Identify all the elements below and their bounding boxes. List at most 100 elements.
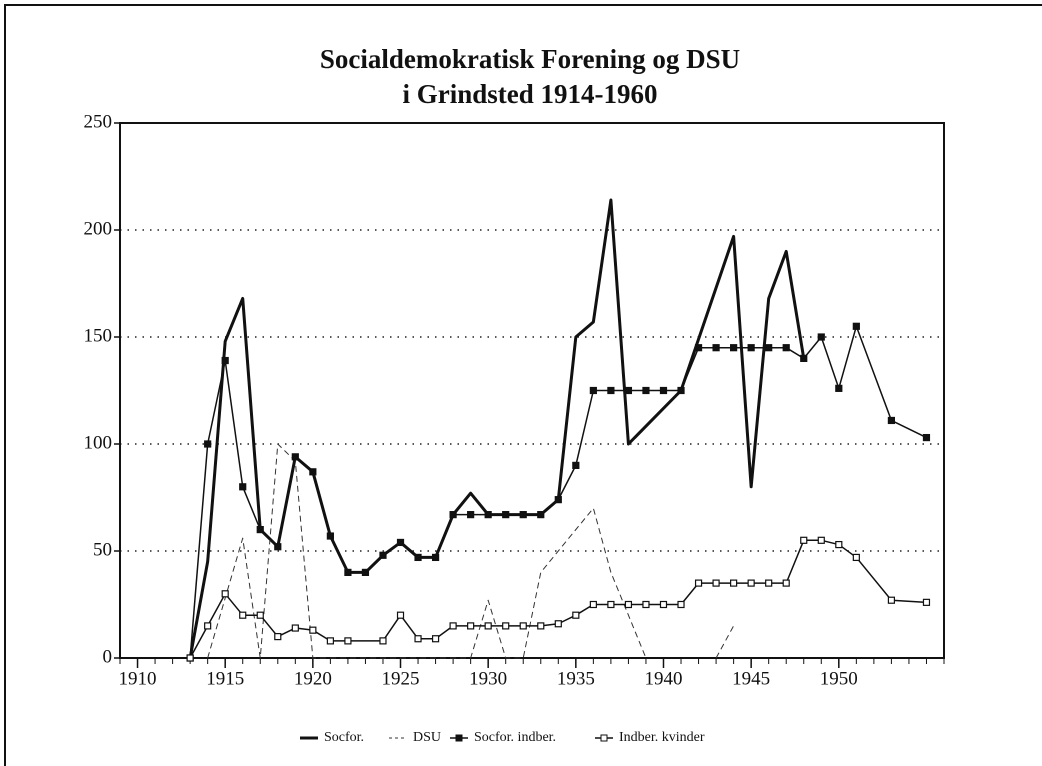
marker	[484, 511, 492, 519]
marker	[239, 483, 247, 491]
marker	[922, 433, 931, 442]
series-line	[188, 198, 806, 659]
marker	[887, 596, 896, 604]
x-tick-label: 1950	[820, 668, 858, 689]
x-tick-label: 1940	[644, 668, 682, 689]
x-tick-label: 1925	[382, 668, 420, 689]
legend-label: Socfor. indber.	[474, 730, 556, 745]
marker	[361, 568, 370, 577]
frame	[4, 4, 1042, 766]
marker	[502, 622, 510, 630]
y-tick-label: 250	[84, 111, 113, 132]
y-tick-label: 50	[93, 539, 112, 560]
marker	[291, 453, 299, 461]
marker	[291, 624, 299, 632]
marker	[519, 622, 527, 630]
marker	[712, 344, 720, 352]
marker	[344, 568, 352, 577]
legend-label: Socfor.	[324, 730, 364, 745]
marker	[239, 611, 247, 619]
marker	[624, 600, 633, 609]
y-tick-label: 150	[84, 325, 113, 346]
marker	[730, 344, 738, 352]
series-line	[207, 443, 735, 659]
marker	[852, 322, 860, 330]
marker	[659, 386, 668, 395]
marker	[694, 344, 703, 352]
marker	[607, 600, 615, 609]
marker	[589, 600, 597, 609]
marker	[396, 538, 405, 547]
marker	[484, 622, 492, 630]
marker	[922, 598, 931, 606]
marker	[624, 386, 633, 395]
marker	[747, 579, 755, 587]
marker	[414, 635, 422, 643]
marker	[677, 386, 685, 395]
marker	[554, 496, 562, 504]
marker	[204, 440, 212, 448]
marker	[782, 344, 790, 352]
plot-frame	[119, 122, 945, 659]
marker	[817, 536, 825, 544]
marker	[800, 536, 808, 544]
marker	[326, 532, 334, 540]
marker	[379, 551, 387, 559]
marker	[221, 590, 229, 598]
legend-marker	[600, 734, 608, 742]
marker	[256, 611, 264, 619]
marker	[537, 511, 545, 519]
legend-label: DSU	[413, 730, 441, 745]
marker	[694, 579, 703, 587]
x-tick-label: 1930	[469, 668, 507, 689]
marker	[467, 622, 475, 630]
marker	[396, 611, 405, 619]
chart-subtitle: i Grindsted 1914-1960	[402, 79, 657, 109]
marker	[835, 384, 843, 392]
marker	[274, 543, 282, 551]
marker	[379, 637, 387, 645]
marker	[589, 386, 597, 395]
x-tick-label: 1945	[732, 668, 770, 689]
marker	[431, 553, 440, 562]
x-tick-label: 1920	[294, 668, 332, 689]
legend-marker	[455, 734, 463, 742]
chart-title: Socialdemokratisk Forening og DSU	[320, 44, 740, 74]
y-tick-label: 200	[84, 218, 113, 239]
marker	[642, 600, 650, 609]
y-tick-label: 100	[84, 432, 113, 453]
series-line	[189, 539, 927, 659]
x-tick-label: 1935	[557, 668, 595, 689]
marker	[800, 354, 808, 362]
marker	[747, 344, 755, 352]
marker	[519, 511, 527, 519]
marker	[765, 344, 773, 352]
marker	[431, 635, 440, 643]
marker	[326, 637, 334, 645]
marker	[712, 579, 720, 587]
marker	[659, 600, 668, 609]
marker	[467, 511, 475, 519]
marker	[344, 637, 352, 645]
marker	[677, 600, 685, 609]
marker	[204, 622, 212, 630]
marker	[730, 579, 738, 587]
marker	[554, 620, 562, 628]
marker	[502, 511, 510, 519]
marker	[274, 632, 282, 641]
marker	[852, 553, 860, 562]
marker	[309, 468, 317, 476]
marker	[256, 525, 264, 534]
marker	[449, 622, 457, 630]
marker	[186, 654, 194, 662]
marker	[414, 553, 422, 562]
marker	[887, 416, 896, 425]
marker	[782, 579, 790, 587]
marker	[607, 386, 615, 395]
marker	[449, 511, 457, 519]
marker	[309, 626, 317, 634]
marker	[642, 386, 650, 395]
marker	[835, 540, 843, 549]
y-tick-label: 0	[103, 646, 113, 667]
